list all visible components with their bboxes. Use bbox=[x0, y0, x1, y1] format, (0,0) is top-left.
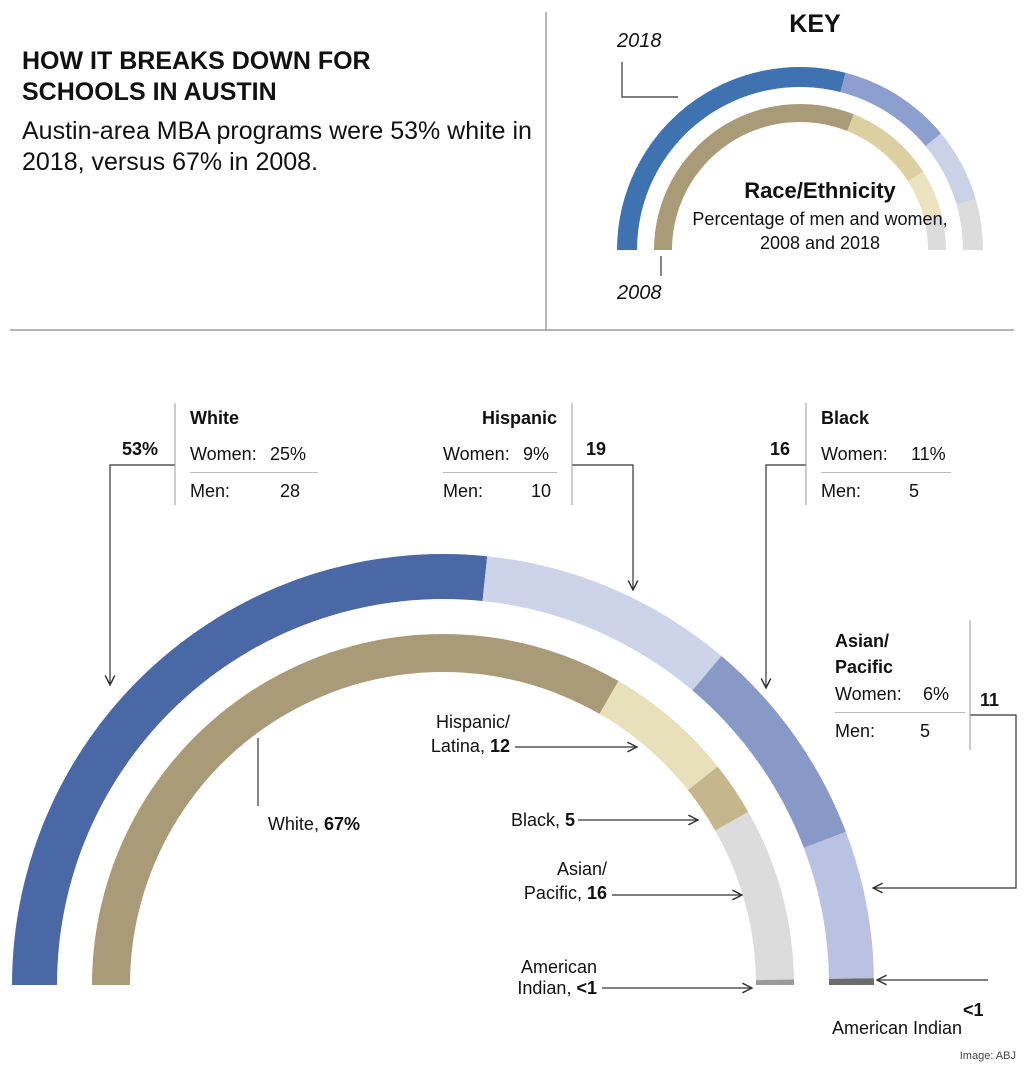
value-label: <1 bbox=[576, 978, 597, 998]
men-value: 5 bbox=[920, 721, 931, 741]
ring-segment bbox=[482, 556, 722, 691]
key-title: KEY bbox=[789, 10, 841, 38]
women-value: 25% bbox=[270, 444, 307, 464]
category: White bbox=[268, 814, 319, 834]
men-label: Men: bbox=[443, 481, 484, 501]
callout: Hispanic Women: 9% Men: 10 bbox=[443, 408, 557, 509]
value-label: 5 bbox=[564, 810, 575, 830]
inner-label: Asian/ Pacific 16 bbox=[500, 857, 607, 905]
key-segment bbox=[925, 133, 976, 205]
ring-segment bbox=[828, 978, 874, 985]
key-segment bbox=[908, 171, 942, 219]
value-label: 12 bbox=[489, 736, 510, 756]
key-leaders bbox=[621, 62, 678, 276]
category: Hispanic bbox=[481, 408, 557, 428]
callout: Black Women: 11% Men: 5 bbox=[821, 408, 951, 509]
connectors bbox=[110, 464, 1017, 988]
inner-label: Hispanic/ Latina 12 bbox=[405, 710, 510, 758]
box-rules bbox=[174, 403, 971, 750]
women-label: Women: bbox=[821, 444, 888, 464]
ring-segment bbox=[692, 656, 846, 848]
key-segment bbox=[654, 103, 854, 250]
key-segment bbox=[840, 72, 941, 147]
value-label: 19 bbox=[586, 439, 607, 459]
men-value: 28 bbox=[280, 481, 301, 501]
women-value: 11% bbox=[911, 444, 946, 464]
key-ring bbox=[617, 67, 983, 251]
ring-segment bbox=[715, 811, 794, 981]
women-value: 6% bbox=[923, 684, 950, 704]
value-label: 16 bbox=[586, 883, 607, 903]
key-segment bbox=[956, 198, 983, 250]
ring-segment bbox=[755, 979, 795, 985]
value-label: 67% bbox=[323, 814, 360, 834]
value-label: 11 bbox=[980, 690, 1000, 710]
subtitle: Austin-area MBA programs were 53% white … bbox=[22, 117, 532, 176]
men-value: 10 bbox=[531, 481, 552, 501]
ring-segment bbox=[12, 554, 488, 985]
value-label: 16 bbox=[770, 439, 791, 459]
callout: White Women: 25% Men: 28 bbox=[190, 408, 318, 509]
key-outer-year: 2018 bbox=[617, 30, 662, 52]
key-inner-year: 2008 bbox=[617, 282, 662, 304]
credit: Image: ABJ bbox=[959, 1050, 1016, 1062]
women-label: Women: bbox=[443, 444, 510, 464]
women-label: Women: bbox=[835, 684, 902, 704]
inner-label: White 67% bbox=[200, 812, 360, 836]
rings bbox=[12, 554, 874, 985]
inner-label: Black 5 bbox=[440, 808, 575, 832]
men-label: Men: bbox=[835, 721, 876, 741]
category: American Indian bbox=[832, 1018, 963, 1038]
ring-segment bbox=[92, 634, 619, 985]
value-label: 53% bbox=[122, 439, 159, 459]
ring-segment bbox=[687, 766, 749, 831]
value-label: <1 bbox=[963, 1000, 984, 1020]
dividers bbox=[10, 12, 1014, 331]
ring-segment bbox=[803, 831, 874, 979]
key-description: Percentage of men and women, 2008 and 20… bbox=[692, 209, 948, 253]
women-label: Women: bbox=[190, 444, 257, 464]
callout: Asian/ Pacific Women: 6% Men: 5 bbox=[835, 628, 965, 749]
category: Asian/ Pacific bbox=[835, 631, 894, 677]
key-segment bbox=[847, 114, 924, 182]
category: White bbox=[190, 408, 239, 428]
inner-label: American Indian <1 bbox=[497, 957, 597, 999]
men-value: 5 bbox=[909, 481, 920, 501]
key-segment bbox=[617, 67, 846, 251]
category: American Indian bbox=[517, 957, 597, 998]
category: Black bbox=[511, 810, 560, 830]
category: Black bbox=[821, 408, 870, 428]
men-label: Men: bbox=[821, 481, 862, 501]
key-segment bbox=[923, 213, 946, 250]
key-heading: Race/Ethnicity bbox=[744, 178, 896, 203]
title: HOW IT BREAKS DOWN FOR SCHOOLS IN AUSTIN bbox=[22, 47, 371, 106]
men-label: Men: bbox=[190, 481, 231, 501]
ring-segment bbox=[599, 681, 718, 791]
women-value: 9% bbox=[523, 444, 550, 464]
